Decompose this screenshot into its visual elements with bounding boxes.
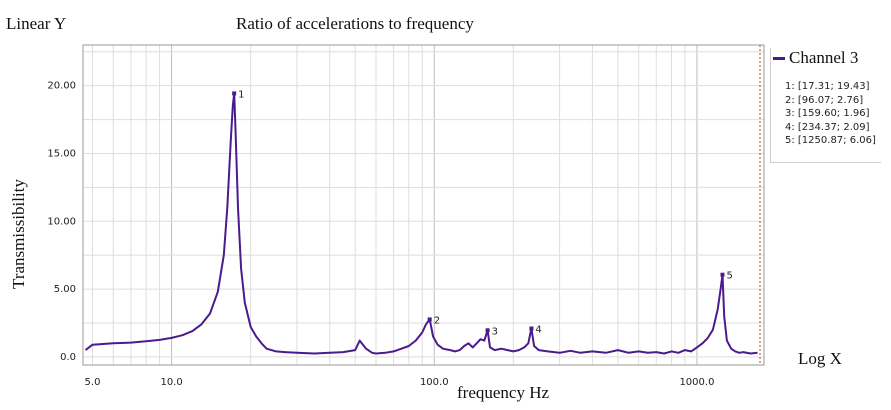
peak-label: 5 xyxy=(726,271,732,282)
legend-entry[interactable]: Channel 3 xyxy=(773,48,858,68)
peak-label: 3 xyxy=(492,326,498,337)
x-tick-label: 5.0 xyxy=(85,377,101,388)
peak-label: 2 xyxy=(434,315,440,326)
peak-markers: 1 2 3 4 5 xyxy=(232,89,733,337)
peak-marker xyxy=(232,91,237,96)
chart-title: Ratio of accelerations to frequency xyxy=(236,14,474,33)
peak-marker xyxy=(485,328,490,333)
legend-box xyxy=(770,48,881,163)
peak-list-item: 5: [1250.87; 6.06] xyxy=(785,135,876,146)
peak-list: 1: [17.31; 19.43] 2: [96.07; 2.76] 3: [1… xyxy=(785,80,876,148)
grid-lines xyxy=(83,45,764,365)
series-line-channel-3 xyxy=(84,92,758,355)
y-tick-label: 15.00 xyxy=(47,148,76,159)
y-tick-label: 20.00 xyxy=(47,81,76,92)
x-axis-label: frequency Hz xyxy=(457,383,550,402)
x-tick-label: 100.0 xyxy=(420,377,449,388)
peak-label: 4 xyxy=(535,325,541,336)
series-layer xyxy=(84,92,758,355)
y-ticks: 0.0 5.00 10.00 15.00 20.00 xyxy=(47,81,76,363)
peak-list-item: 2: [96.07; 2.76] xyxy=(785,94,864,106)
y-tick-label: 5.00 xyxy=(54,284,76,295)
y-scale-label: Linear Y xyxy=(6,14,67,33)
x-scale-label: Log X xyxy=(798,349,842,368)
x-tick-label: 1000.0 xyxy=(679,377,714,388)
peak-marker xyxy=(720,272,725,277)
peak-marker xyxy=(529,326,534,331)
peak-label: 1 xyxy=(238,89,244,100)
x-tick-label: 10.0 xyxy=(160,377,182,388)
y-tick-label: 10.00 xyxy=(47,216,76,227)
legend-swatch xyxy=(773,56,785,60)
peak-marker xyxy=(427,317,432,322)
plot-frame xyxy=(82,44,765,366)
peak-list-item: 3: [159.60; 1.96] xyxy=(785,108,870,119)
peak-list-item: 4: [234.37; 2.09] xyxy=(785,121,870,133)
peak-list-item: 1: [17.31; 19.43] xyxy=(785,81,870,92)
y-tick-label: 0.0 xyxy=(60,352,76,363)
x-ticks: 5.0 10.0 100.0 1000.0 xyxy=(85,377,715,388)
legend-series-name: Channel 3 xyxy=(789,48,859,67)
